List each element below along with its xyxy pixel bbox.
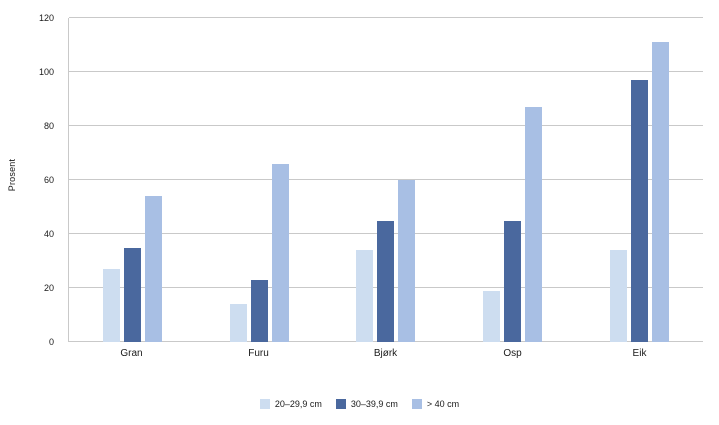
legend-item: > 40 cm	[411, 399, 460, 409]
bar	[229, 304, 247, 342]
legend-label: > 40 cm	[426, 399, 460, 409]
bar	[398, 180, 416, 342]
legend-swatch	[259, 399, 270, 409]
bar	[631, 80, 649, 342]
bar	[525, 107, 543, 342]
y-tick-label: 60	[43, 175, 54, 185]
y-tick-label: 0	[48, 337, 54, 347]
x-tick-label: Furu	[248, 348, 269, 359]
bar	[250, 279, 268, 342]
legend-swatch	[335, 399, 346, 409]
bar	[271, 163, 289, 342]
y-tick-label: 40	[43, 229, 54, 239]
y-axis-ticks: 0 20 40 60 80 100 120	[0, 13, 62, 347]
plot-area	[68, 17, 703, 342]
y-tick-label: 80	[43, 121, 54, 131]
x-tick-label: Eik	[632, 348, 647, 359]
bar	[504, 220, 522, 342]
gridline	[69, 71, 703, 72]
bar	[377, 220, 395, 342]
bar	[483, 290, 501, 342]
x-axis-labels: Gran Furu Bjørk Osp Eik	[68, 348, 703, 359]
bar-group-gran	[101, 18, 164, 342]
bar-group-osp	[481, 18, 544, 342]
bar	[123, 247, 141, 342]
y-tick-label: 120	[38, 13, 54, 23]
x-tick-label: Gran	[120, 348, 143, 359]
bar	[356, 250, 374, 342]
legend-label: 30–39,9 cm	[350, 399, 398, 409]
legend: 20–29,9 cm 30–39,9 cm > 40 cm	[0, 399, 719, 409]
bar	[144, 196, 162, 342]
bar	[102, 269, 120, 342]
bar	[610, 250, 628, 342]
x-tick-label: Osp	[503, 348, 522, 359]
bar	[652, 42, 670, 342]
bar-group-furu	[228, 18, 291, 342]
bar-group-bjørk	[354, 18, 417, 342]
gridline	[69, 125, 703, 126]
legend-item: 20–29,9 cm	[259, 399, 322, 409]
legend-label: 20–29,9 cm	[274, 399, 322, 409]
legend-item: 30–39,9 cm	[335, 399, 398, 409]
bar-groups	[69, 18, 703, 342]
x-tick-label: Bjørk	[373, 348, 398, 359]
y-tick-label: 100	[38, 67, 54, 77]
bar-group-eik	[608, 18, 671, 342]
gridline	[69, 179, 703, 180]
gridline	[69, 17, 703, 18]
y-tick-label: 20	[43, 283, 54, 293]
legend-swatch	[411, 399, 422, 409]
